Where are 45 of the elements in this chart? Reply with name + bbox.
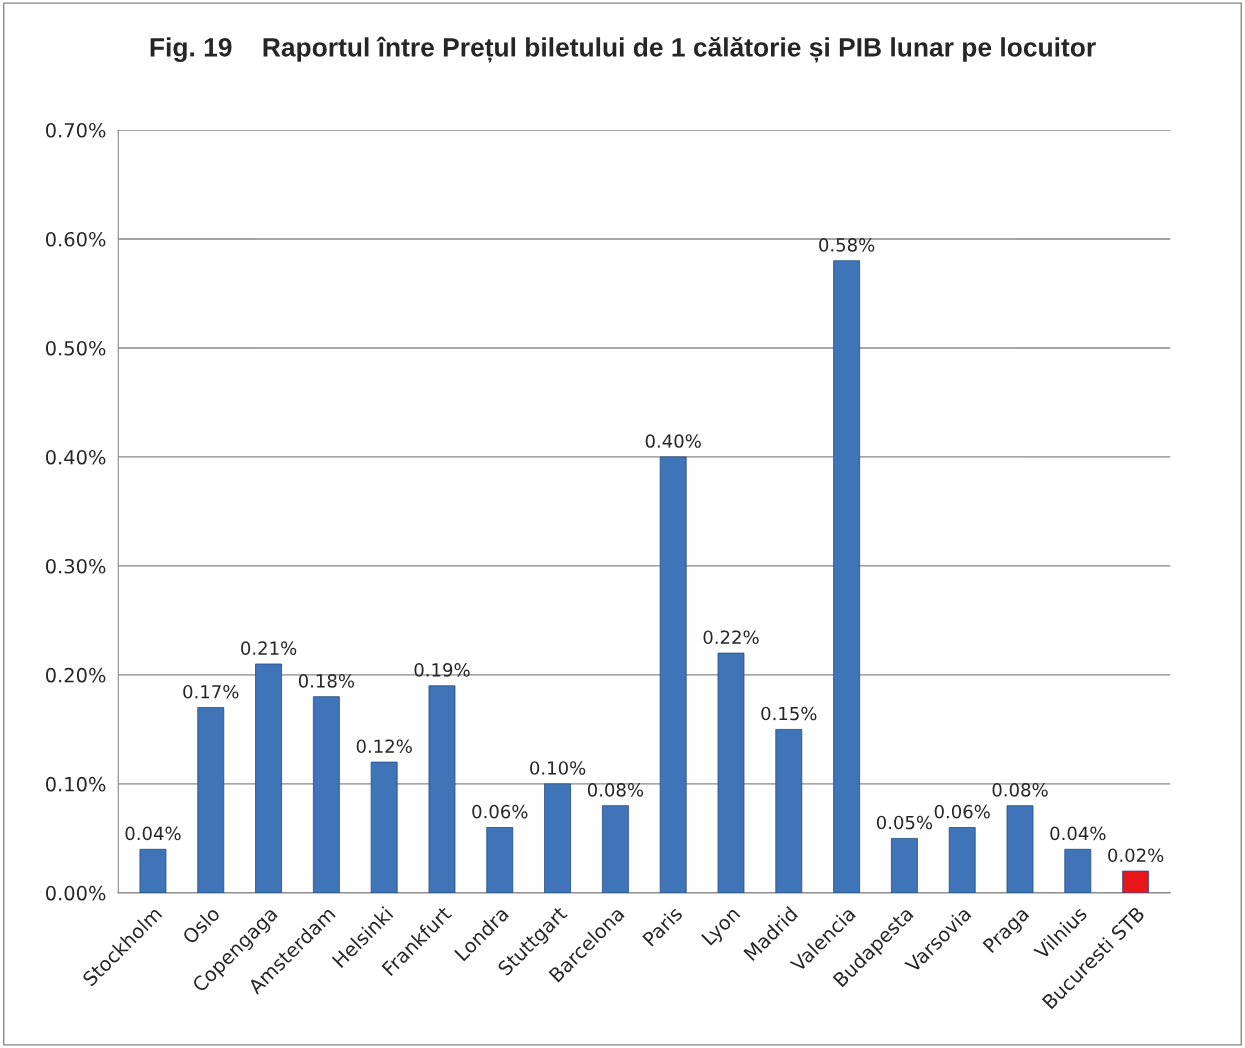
y-tick-label: 0.40% (45, 449, 106, 465)
bar (601, 805, 629, 893)
bar (948, 827, 976, 893)
bar (1122, 870, 1150, 893)
bar (370, 761, 398, 893)
y-tick-label: 0.70% (45, 122, 106, 138)
data-label: 0.40% (645, 434, 701, 448)
data-label: 0.17% (183, 684, 239, 699)
bar (833, 260, 861, 893)
bar (890, 837, 918, 893)
bar (1064, 848, 1092, 893)
data-label: 0.58% (819, 238, 875, 252)
data-label: 0.06% (934, 804, 990, 819)
bar (197, 707, 225, 893)
y-tick-label: 0.30% (45, 558, 106, 574)
data-label: 0.08% (992, 782, 1048, 797)
data-label: 0.04% (125, 826, 181, 841)
y-tick-label: 0.60% (45, 231, 106, 247)
bar (1006, 805, 1034, 893)
chart-title: Fig. 19 Raportul între Prețul biletului de 1 călătorie și PIB lunar pe locuitor (150, 36, 1096, 63)
data-label: 0.21% (241, 641, 297, 655)
data-label: 0.08% (587, 782, 644, 797)
bar (139, 848, 167, 893)
y-tick-label: 0.10% (45, 776, 106, 792)
y-tick-label: 0.50% (45, 340, 106, 356)
data-label: 0.22% (703, 630, 759, 645)
bar (255, 663, 282, 893)
bar (717, 652, 745, 893)
data-label: 0.04% (1050, 826, 1106, 841)
data-label: 0.10% (530, 761, 586, 775)
data-label: 0.18% (298, 674, 355, 688)
bar (659, 456, 687, 893)
y-tick-label: 0.20% (45, 667, 106, 683)
data-label: 0.19% (414, 663, 470, 677)
bar (428, 685, 456, 893)
data-label: 0.05% (876, 815, 933, 830)
data-label: 0.02% (1108, 848, 1164, 863)
bar (544, 783, 572, 893)
y-tick-label: 0.00% (45, 885, 106, 901)
bar (775, 728, 803, 893)
data-label: 0.06% (472, 804, 528, 819)
bar (312, 696, 340, 893)
data-label: 0.12% (356, 739, 412, 754)
data-label: 0.15% (761, 706, 817, 721)
bar (486, 827, 514, 893)
